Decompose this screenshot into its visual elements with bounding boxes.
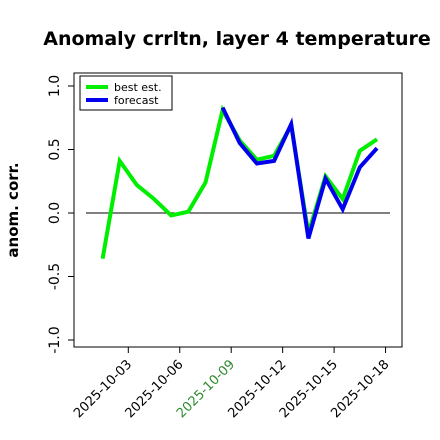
y-tick-label: -0.5 — [47, 263, 63, 290]
y-axis: -1.0 -0.5 0.0 0.5 1.0 — [47, 75, 74, 354]
plot-frame — [73, 72, 403, 348]
series-line-best-est — [100, 104, 379, 260]
y-tick-label: 0.0 — [47, 202, 63, 224]
legend-box — [79, 75, 173, 111]
y-tick-label: -1.0 — [47, 326, 63, 353]
x-axis: 2025-10-032025-10-062025-10-092025-10-12… — [71, 347, 392, 421]
y-tick-label: 0.5 — [47, 138, 63, 160]
legend: best est. forecast — [79, 75, 173, 111]
legend-label-best-est: best est. — [114, 81, 162, 94]
chart-title: Anomaly crrltn, layer 4 temperature — [43, 28, 431, 50]
y-axis-label: anom. corr. — [4, 162, 22, 257]
series-group — [100, 104, 379, 260]
series-line-forecast — [220, 106, 379, 239]
y-tick-label: 1.0 — [47, 75, 63, 97]
legend-label-forecast: forecast — [114, 94, 159, 107]
